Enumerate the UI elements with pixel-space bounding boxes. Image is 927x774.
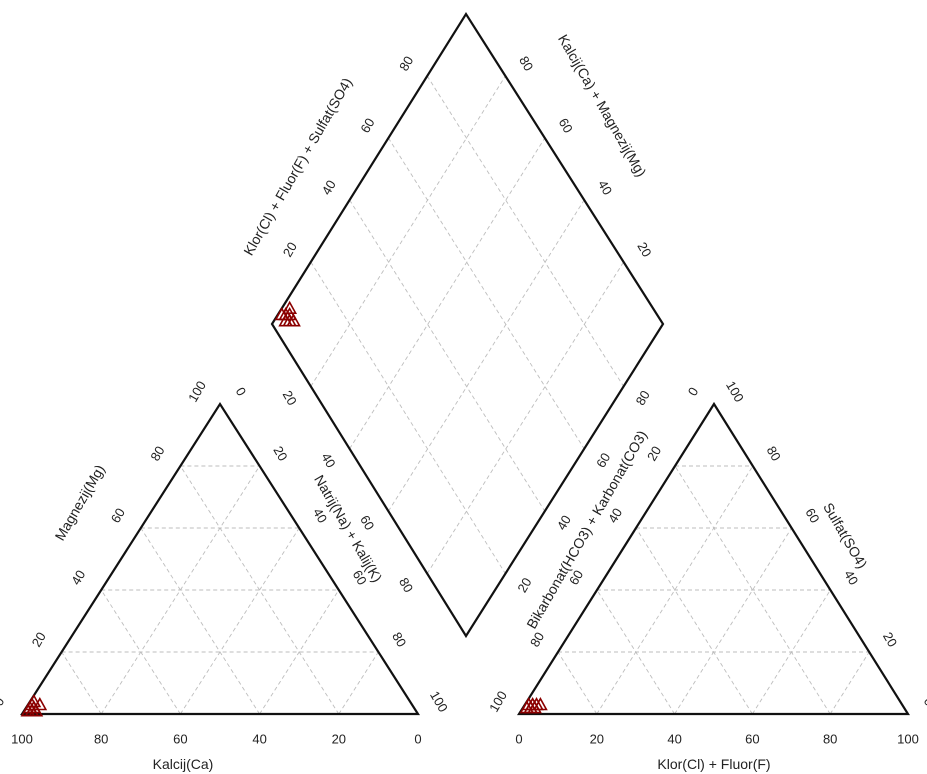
- diamond-grid-b: [388, 199, 585, 512]
- anion-grid-l: [829, 651, 870, 715]
- diamond-sample-point: [274, 306, 290, 321]
- anion-bottom-tick-label: 80: [823, 731, 837, 746]
- cation-sample-point: [32, 697, 48, 711]
- diamond-upper-left-tick-label: 40: [319, 177, 339, 197]
- diamond-lower-right-tick-label: 80: [633, 388, 653, 408]
- diamond-lower-left-tick-label: 20: [280, 388, 300, 408]
- anion-left-tick-label: 80: [527, 629, 547, 649]
- cation-bottom-tick-label: 20: [332, 731, 346, 746]
- cation-left-tick-label: 40: [68, 567, 88, 587]
- diamond-upper-left-axis-label: Klor(Cl) + Fluor(F) + Sulfat(SO4): [240, 75, 355, 258]
- diamond-upper-left-tick-label: 80: [396, 53, 416, 73]
- cation-grid-l: [259, 589, 340, 715]
- cation-bottom-tick-label: 80: [94, 731, 108, 746]
- cation-left-tick-label: 100: [185, 378, 209, 404]
- anion-outline: [517, 401, 910, 716]
- cation-grid-r: [140, 527, 260, 715]
- grid-layer: [61, 75, 870, 715]
- diamond-grid-a: [349, 199, 546, 512]
- diamond-upper-left-tick-label: 60: [357, 115, 377, 135]
- cation-left-tick-label: 0: [0, 695, 7, 709]
- anion-bottom-tick-label: 40: [667, 731, 681, 746]
- anion-grid-r: [557, 651, 598, 715]
- anion-left-axis-label: Bikarbonat(HCO3) + Karbonat(CO3): [523, 428, 650, 632]
- diamond-upper-right-tick-label: 20: [634, 239, 654, 259]
- anion-left-tick-label: 40: [605, 505, 625, 525]
- cation-sample-point: [20, 703, 36, 717]
- diamond-grid-a: [426, 75, 624, 387]
- anion-right-tick-label: 0: [921, 695, 927, 709]
- diamond-upper-left-tick-label: 20: [280, 239, 300, 259]
- anion-bottom-tick-label: 0: [515, 731, 522, 746]
- cation-sample-point: [26, 693, 42, 708]
- cation-bottom-axis-label: Kalcij(Ca): [153, 756, 214, 772]
- anion-bottom-tick-label: 60: [745, 731, 759, 746]
- anion-grid-l: [752, 589, 831, 715]
- anion-sample-point: [533, 697, 548, 711]
- cation-right-tick-label: 20: [270, 443, 290, 463]
- anion-bottom-tick-label: 100: [897, 731, 919, 746]
- cation-outline: [19, 401, 421, 716]
- anion-left-tick-label: 0: [685, 385, 702, 399]
- diamond-sample-point: [282, 300, 298, 315]
- diamond-grid-b: [310, 75, 506, 387]
- anion-grid-r: [596, 589, 675, 715]
- cation-left-axis-label: Magnezij(Mg): [52, 462, 108, 543]
- diamond-lower-left-tick-label: 40: [318, 450, 338, 470]
- diamond-lower-right-tick-label: 20: [514, 575, 534, 595]
- diamond-lower-right-tick-label: 40: [554, 513, 574, 533]
- cation-grid-r: [61, 651, 102, 715]
- diamond-grid-b: [426, 261, 624, 574]
- cation-right-tick-label: 100: [427, 688, 451, 714]
- cation-right-tick-label: 0: [233, 385, 250, 399]
- cation-right-tick-label: 60: [350, 567, 370, 587]
- diamond-upper-right-axis-label: Kalcij(Ca) + Magnezij(Mg): [555, 32, 650, 180]
- anion-right-tick-label: 60: [802, 505, 822, 525]
- anion-right-tick-label: 40: [841, 567, 861, 587]
- diamond-lower-left-tick-label: 60: [357, 513, 377, 533]
- anion-right-tick-label: 100: [723, 378, 747, 404]
- anion-grid-l: [674, 527, 792, 715]
- diamond-grid-a: [388, 137, 585, 450]
- diamond-grid-a: [310, 261, 506, 574]
- anion-sample-point: [521, 697, 537, 711]
- cation-bottom-tick-label: 0: [414, 731, 421, 746]
- anion-bottom-axis-label: Klor(Cl) + Fluor(F): [657, 756, 770, 772]
- cation-left-tick-label: 20: [29, 629, 49, 649]
- diamond-upper-right-tick-label: 80: [516, 53, 536, 73]
- cation-left-tick-label: 80: [147, 443, 167, 463]
- diamond-lower-right-tick-label: 60: [593, 450, 613, 470]
- anion-right-tick-label: 20: [880, 629, 900, 649]
- anion-left-tick-label: 100: [486, 688, 510, 714]
- cation-grid-l: [338, 651, 379, 715]
- cation-sample-point: [26, 700, 42, 714]
- diamond-sample-point: [286, 313, 301, 327]
- cation-right-tick-label: 40: [310, 505, 330, 525]
- anion-sample-point: [527, 700, 542, 714]
- cation-left-tick-label: 60: [108, 505, 128, 525]
- cation-grid-l: [180, 527, 300, 715]
- cation-bottom-tick-label: 100: [11, 731, 33, 746]
- anion-right-tick-label: 80: [764, 443, 784, 463]
- anion-grid-r: [635, 527, 753, 715]
- diamond-upper-right-tick-label: 60: [556, 115, 576, 135]
- point-layer: [20, 300, 548, 717]
- anion-bottom-tick-label: 20: [590, 731, 604, 746]
- anion-left-tick-label: 20: [644, 443, 664, 463]
- diamond-grid-b: [349, 137, 546, 450]
- diamond-outline: [270, 11, 665, 639]
- cation-grid-r: [100, 589, 181, 715]
- cation-right-tick-label: 80: [389, 629, 409, 649]
- outline-layer: [19, 11, 910, 716]
- anion-right-axis-label: Sulfat(SO4): [820, 500, 870, 571]
- cation-bottom-tick-label: 40: [252, 731, 266, 746]
- anion-left-tick-label: 60: [566, 567, 586, 587]
- diamond-lower-left-tick-label: 80: [396, 575, 416, 595]
- cation-bottom-tick-label: 60: [173, 731, 187, 746]
- diamond-upper-right-tick-label: 40: [595, 177, 615, 197]
- tick-layer: 0 0 0 20 20 20 40 40 40 60 60 60 80 80 80 100 100 100 0 0 0 2…: [0, 53, 927, 746]
- diamond-sample-point: [282, 306, 297, 321]
